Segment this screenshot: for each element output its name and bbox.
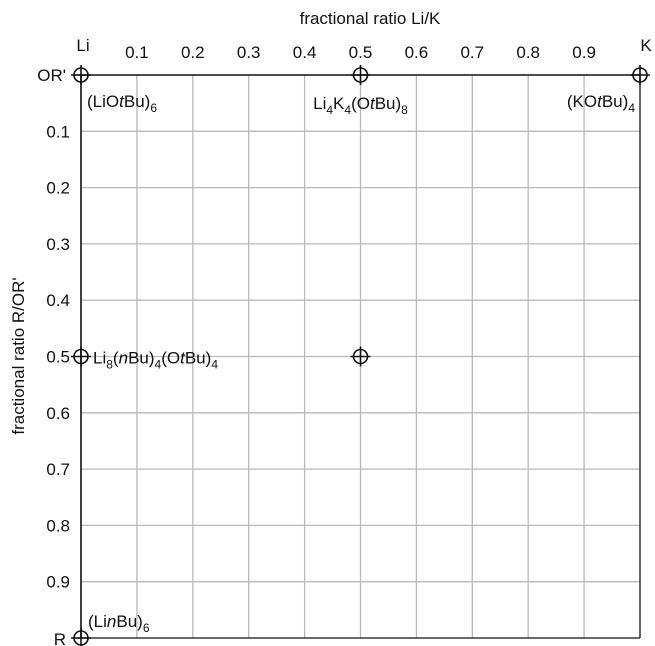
data-point-6 bbox=[71, 628, 91, 646]
point-label-4: Li8(nBu)4(OtBu)4 bbox=[93, 349, 218, 372]
point-label-2: Li4K4(OtBu)8 bbox=[313, 94, 408, 117]
point-label-6: (LinBu)6 bbox=[88, 612, 150, 635]
y-tick-label-7: 0.7 bbox=[46, 460, 70, 479]
x-tick-label-9: 0.9 bbox=[572, 43, 596, 62]
data-point-3 bbox=[630, 65, 650, 85]
point-label-1: (LiOtBu)6 bbox=[87, 92, 157, 115]
x-tick-label-2: 0.2 bbox=[181, 43, 205, 62]
y-tick-label-2: 0.2 bbox=[46, 179, 70, 198]
x-tick-label-5: 0.5 bbox=[349, 43, 373, 62]
x-axis-title: fractional ratio Li/K bbox=[300, 9, 441, 28]
x-tick-label-6: 0.6 bbox=[405, 43, 429, 62]
x-tick-label-7: 0.7 bbox=[460, 43, 484, 62]
y-tick-label-5: 0.5 bbox=[46, 348, 70, 367]
x-end-label-right: K bbox=[640, 36, 652, 55]
data-point-4 bbox=[71, 346, 91, 367]
tick-layer: 0.1 0.2 0.3 0.4 0.5 0.6 0.7 0.8 0.9 0.1 0.2 0.3 0.4 0… bbox=[37, 36, 652, 646]
data-point-2 bbox=[350, 65, 371, 85]
y-end-label-bottom: R bbox=[54, 630, 66, 646]
x-tick-label-1: 0.1 bbox=[125, 43, 149, 62]
y-axis-title: fractional ratio R/OR' bbox=[9, 277, 28, 434]
y-tick-label-1: 0.1 bbox=[46, 122, 70, 141]
label-layer: (LiOtBu)6 Li4K4(OtBu)8 (KOtBu)4 Li8(nBu)4(O… bbox=[87, 92, 635, 635]
y-tick-label-3: 0.3 bbox=[46, 235, 70, 254]
point-label-3: (KOtBu)4 bbox=[567, 92, 635, 115]
y-end-label-top: OR' bbox=[37, 66, 66, 85]
y-tick-label-4: 0.4 bbox=[46, 291, 70, 310]
title-layer: fractional ratio Li/K fractional ratio R/… bbox=[9, 9, 441, 435]
data-point-1 bbox=[71, 65, 91, 85]
point-layer bbox=[71, 65, 650, 646]
y-tick-label-6: 0.6 bbox=[46, 404, 70, 423]
x-end-label-left: Li bbox=[76, 36, 89, 55]
x-tick-label-3: 0.3 bbox=[237, 43, 261, 62]
x-tick-label-4: 0.4 bbox=[293, 43, 317, 62]
data-point-5 bbox=[350, 346, 371, 367]
y-tick-label-8: 0.8 bbox=[46, 516, 70, 535]
y-tick-label-9: 0.9 bbox=[46, 573, 70, 592]
x-tick-label-8: 0.8 bbox=[516, 43, 540, 62]
